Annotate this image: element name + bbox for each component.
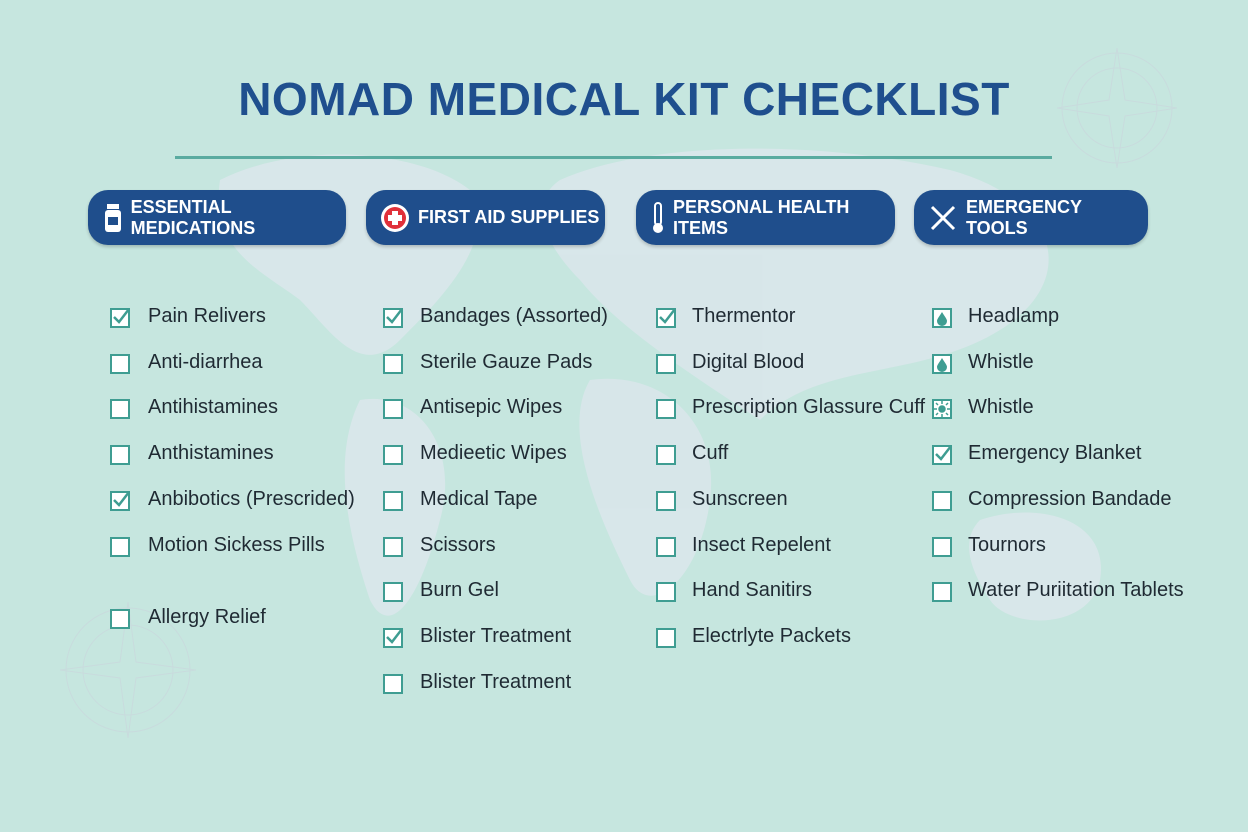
item-label: Hand Sanitirs — [692, 579, 813, 602]
section-title: FIRST AID SUPPLIES — [418, 207, 600, 227]
checkbox[interactable] — [383, 536, 403, 557]
item-label: Compression Bandade — [968, 487, 1172, 510]
item-label: Motion Sickess Pills — [148, 533, 325, 556]
checkbox[interactable] — [932, 582, 952, 603]
item-label: Anbibotics (Prescrided) — [148, 487, 355, 510]
item-label: Medieetic Wipes — [420, 442, 567, 465]
item-label: Thermentor — [692, 305, 796, 327]
checkbox[interactable] — [656, 536, 676, 557]
checkbox[interactable] — [656, 490, 676, 511]
checkbox[interactable] — [932, 445, 952, 466]
item-label: Whistle — [968, 350, 1034, 373]
item-label: Allergy Relief — [148, 606, 266, 629]
item-label: Tournors — [968, 533, 1046, 556]
item-label: Pain Relivers — [148, 305, 266, 327]
divider — [175, 156, 1052, 159]
title: NOMAD MEDICAL KIT CHECKLIST — [238, 73, 1010, 125]
item-label: Bandages (Assorted) — [420, 305, 608, 327]
checkbox[interactable] — [656, 582, 676, 603]
item-label: Antisepic Wipes — [420, 396, 563, 419]
item-label: Headlamp — [968, 305, 1060, 327]
item-label: Sunscreen — [692, 487, 788, 510]
item-label: Antihistamines — [148, 396, 279, 419]
item-label: Prescription Glassure Cuff — [692, 396, 926, 419]
section-title: PERSONAL HEALTH ITEMS — [673, 196, 850, 238]
checkbox[interactable] — [383, 627, 403, 648]
item-label: Scissors — [420, 533, 496, 556]
checkbox[interactable] — [110, 490, 130, 511]
section-title: ESSENTIAL MEDICATIONS — [130, 196, 256, 238]
checkbox[interactable] — [932, 536, 952, 557]
section-header: ESSENTIAL MEDICATIONS — [88, 190, 346, 245]
checkbox[interactable] — [110, 308, 130, 328]
checkbox[interactable] — [110, 445, 130, 466]
checkbox[interactable] — [383, 399, 403, 420]
checkbox[interactable] — [383, 673, 403, 694]
item-label: Medical Tape — [420, 487, 538, 510]
section-header: EMERGENCY TOOLS — [914, 190, 1148, 245]
item-label: Emergency Blanket — [968, 442, 1142, 465]
item-label: Blister Treatment — [420, 670, 572, 693]
checkbox[interactable] — [656, 627, 676, 648]
checkbox[interactable] — [110, 353, 130, 374]
item-label: Blister Treatment — [420, 624, 572, 647]
checkbox[interactable] — [656, 445, 676, 466]
item-label: Water Puriitation Tablets — [968, 579, 1184, 602]
item-label: Anti-diarrhea — [148, 350, 263, 373]
checkbox[interactable] — [110, 399, 130, 420]
checkbox[interactable] — [932, 308, 952, 328]
checkbox[interactable] — [110, 536, 130, 557]
item-label: Electrlyte Packets — [692, 624, 851, 647]
item-label: Sterile Gauze Pads — [420, 350, 593, 373]
item-label: Digital Blood — [692, 350, 805, 373]
section-title: EMERGENCY TOOLS — [965, 196, 1082, 238]
checkbox[interactable] — [383, 308, 403, 328]
checkbox[interactable] — [383, 445, 403, 466]
checkbox[interactable] — [110, 609, 130, 630]
item-label: Insect Repelent — [692, 533, 831, 556]
checkbox[interactable] — [932, 353, 952, 374]
checkbox[interactable] — [383, 582, 403, 603]
section-header: PERSONAL HEALTH ITEMS — [636, 190, 895, 245]
item-label: Whistle — [968, 396, 1034, 419]
checkbox[interactable] — [656, 353, 676, 374]
checkbox[interactable] — [932, 399, 952, 420]
checkbox[interactable] — [932, 490, 952, 511]
item-label: Cuff — [692, 442, 729, 465]
checkbox[interactable] — [383, 353, 403, 374]
section-header: FIRST AID SUPPLIES — [366, 190, 605, 245]
checkbox[interactable] — [383, 490, 403, 511]
checkbox[interactable] — [656, 308, 676, 328]
item-label: Burn Gel — [420, 579, 499, 602]
checkbox[interactable] — [656, 399, 676, 420]
item-label: Anthistamines — [148, 442, 274, 465]
